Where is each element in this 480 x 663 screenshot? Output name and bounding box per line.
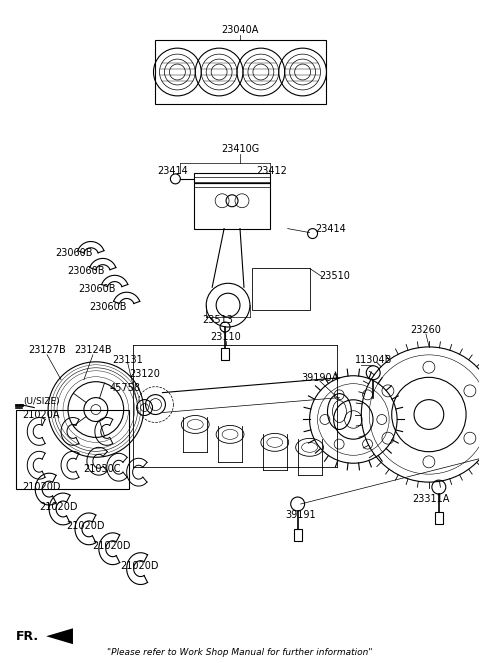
Text: 23410G: 23410G: [221, 144, 259, 154]
Text: 21020D: 21020D: [22, 482, 60, 492]
Text: 23110: 23110: [211, 332, 241, 342]
Text: 23414: 23414: [315, 223, 346, 233]
Text: 23127B: 23127B: [28, 345, 66, 355]
Text: 11304B: 11304B: [355, 355, 392, 365]
Text: (U/SIZE): (U/SIZE): [23, 397, 60, 406]
Text: 23311A: 23311A: [412, 494, 450, 504]
Bar: [156, 40, 326, 104]
Bar: [194, 183, 270, 229]
Text: 23124B: 23124B: [74, 345, 112, 355]
Text: 23412: 23412: [256, 166, 287, 176]
Polygon shape: [46, 629, 73, 644]
Bar: [435, 512, 443, 524]
Text: 23060B: 23060B: [89, 302, 127, 312]
Text: 21020A: 21020A: [23, 410, 60, 420]
Bar: [294, 529, 301, 541]
Text: 21020D: 21020D: [67, 521, 105, 531]
Text: 23513: 23513: [203, 315, 234, 325]
Text: 23510: 23510: [320, 271, 350, 281]
Text: FR.: FR.: [16, 630, 39, 642]
Text: 21020D: 21020D: [120, 561, 159, 571]
Text: 45758: 45758: [109, 383, 140, 392]
Text: 23120: 23120: [129, 369, 160, 379]
Text: 23131: 23131: [112, 355, 143, 365]
Text: 21030C: 21030C: [83, 464, 120, 474]
Text: "Please refer to Work Shop Manual for further information": "Please refer to Work Shop Manual for fu…: [107, 648, 373, 656]
Bar: [194, 173, 270, 183]
Bar: [221, 348, 229, 360]
Text: 21020D: 21020D: [93, 541, 131, 551]
Text: 21020D: 21020D: [39, 502, 77, 512]
Text: 23060B: 23060B: [67, 267, 105, 276]
Text: 23060B: 23060B: [55, 249, 93, 259]
Bar: [252, 269, 310, 310]
Text: 23060B: 23060B: [78, 284, 116, 294]
Text: 39190A: 39190A: [301, 373, 338, 383]
Text: 23414: 23414: [157, 166, 188, 176]
Text: 39191: 39191: [285, 510, 316, 520]
Text: 23260: 23260: [410, 325, 441, 335]
Text: 23040A: 23040A: [221, 25, 259, 34]
